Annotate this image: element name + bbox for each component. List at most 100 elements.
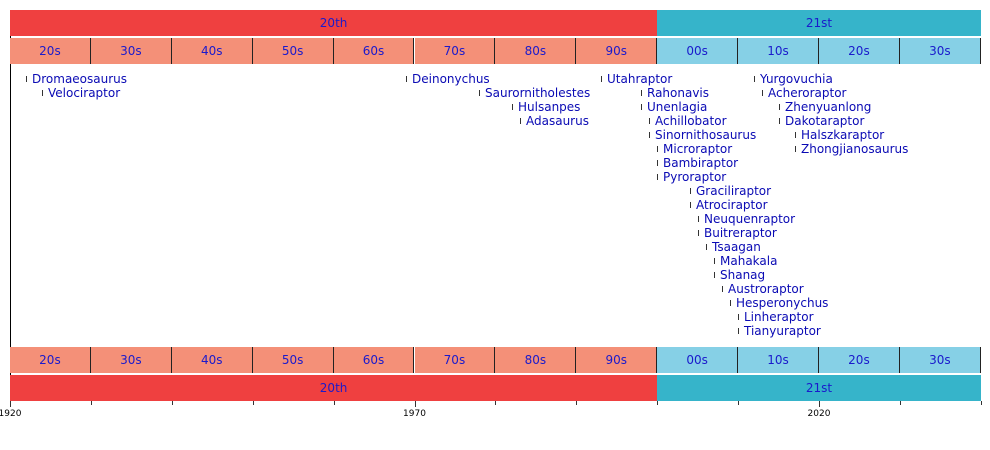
century-bar: 21st xyxy=(657,375,981,401)
axis-tick xyxy=(981,401,982,405)
entry-tick xyxy=(714,258,715,264)
entry-tick xyxy=(698,230,699,236)
entry-tick xyxy=(512,104,513,110)
entry-tick xyxy=(601,76,602,82)
entry-label: Dakotaraptor xyxy=(785,114,865,128)
entry-tick xyxy=(690,202,691,208)
entry-tick xyxy=(722,286,723,292)
decade-bar: 70s xyxy=(414,38,496,64)
decade-bar: 20s xyxy=(10,38,91,64)
entry-tick xyxy=(520,118,521,124)
axis-label: 1920 xyxy=(0,409,22,419)
decade-bar: 60s xyxy=(333,347,415,373)
decade-bar: 40s xyxy=(171,38,253,64)
entry-label: Graciliraptor xyxy=(696,184,772,198)
axis-tick xyxy=(415,401,416,407)
axis-label: 2020 xyxy=(807,409,831,419)
decade-bar: 00s xyxy=(657,38,739,64)
entry-label: Tsaagan xyxy=(712,240,761,254)
entry-label: Utahraptor xyxy=(607,72,673,86)
entry-label: Bambiraptor xyxy=(663,156,739,170)
entry-tick xyxy=(779,104,780,110)
entry-label: Zhongjianosaurus xyxy=(801,142,909,156)
axis-line xyxy=(10,10,11,402)
axis-tick xyxy=(576,401,577,405)
entry-label: Shanag xyxy=(720,268,766,282)
decade-bar: 30s xyxy=(899,38,981,64)
entry-tick xyxy=(738,314,739,320)
entry-tick xyxy=(698,216,699,222)
entry-label: Mahakala xyxy=(720,254,778,268)
entry-tick xyxy=(641,104,642,110)
axis-tick xyxy=(91,401,92,405)
entry-label: Zhenyuanlong xyxy=(785,100,872,114)
entry-tick xyxy=(657,174,658,180)
entry-tick xyxy=(406,76,407,82)
entry-label: Deinonychus xyxy=(412,72,490,86)
decade-bar: 90s xyxy=(576,38,658,64)
entry-tick xyxy=(641,90,642,96)
entry-label: Austroraptor xyxy=(728,282,804,296)
decade-bar: 10s xyxy=(738,38,819,64)
axis-tick xyxy=(334,401,335,405)
entry-label: Pyroraptor xyxy=(663,170,727,184)
decade-bar: 00s xyxy=(657,347,739,373)
axis-tick xyxy=(900,401,901,405)
decade-bar: 70s xyxy=(414,347,496,373)
entry-tick xyxy=(657,146,658,152)
entry-label: Achillobator xyxy=(655,114,727,128)
axis-tick xyxy=(819,401,820,407)
entry-label: Saurornitholestes xyxy=(485,86,591,100)
entry-label: Halszkaraptor xyxy=(801,128,885,142)
decade-bar: 90s xyxy=(576,347,658,373)
entry-label: Buitreraptor xyxy=(704,226,777,240)
entry-label: Hesperonychus xyxy=(736,296,829,310)
entry-tick xyxy=(706,244,707,250)
axis-tick xyxy=(172,401,173,405)
entry-tick xyxy=(795,132,796,138)
entry-tick xyxy=(690,188,691,194)
century-bar: 20th xyxy=(10,375,658,401)
entry-label: Yurgovuchia xyxy=(760,72,833,86)
decade-bar: 50s xyxy=(252,38,334,64)
entry-tick xyxy=(730,300,731,306)
decade-bar: 30s xyxy=(90,38,172,64)
decade-bar: 80s xyxy=(495,38,577,64)
entry-tick xyxy=(714,272,715,278)
entry-label: Velociraptor xyxy=(48,86,121,100)
century-bar: 21st xyxy=(657,10,981,36)
axis-tick xyxy=(495,401,496,405)
entry-tick xyxy=(762,90,763,96)
decade-bar: 50s xyxy=(252,347,334,373)
decade-bar: 30s xyxy=(899,347,981,373)
entry-label: Linheraptor xyxy=(744,310,814,324)
decade-bar: 20s xyxy=(819,38,900,64)
entry-tick xyxy=(795,146,796,152)
entry-tick xyxy=(42,90,43,96)
axis-label: 1970 xyxy=(403,409,426,419)
entry-tick xyxy=(649,132,650,138)
entry-label: Sinornithosaurus xyxy=(655,128,757,142)
axis-tick xyxy=(253,401,254,405)
entry-tick xyxy=(738,328,739,334)
entry-label: Microraptor xyxy=(663,142,733,156)
entry-tick xyxy=(649,118,650,124)
entry-label: Atrociraptor xyxy=(696,198,768,212)
entry-label: Neuquenraptor xyxy=(704,212,796,226)
entry-tick xyxy=(754,76,755,82)
entry-label: Unenlagia xyxy=(647,100,708,114)
decade-bar: 80s xyxy=(495,347,577,373)
entry-label: Adasaurus xyxy=(526,114,589,128)
decade-bar: 10s xyxy=(738,347,819,373)
axis-tick xyxy=(657,401,658,405)
decade-bar: 60s xyxy=(333,38,415,64)
entry-tick xyxy=(479,90,480,96)
entry-tick xyxy=(26,76,27,82)
decade-bar: 20s xyxy=(819,347,900,373)
decade-bar: 40s xyxy=(171,347,253,373)
entry-label: Hulsanpes xyxy=(518,100,581,114)
entry-tick xyxy=(779,118,780,124)
decade-bar: 20s xyxy=(10,347,91,373)
century-bar: 20th xyxy=(10,10,658,36)
axis-tick xyxy=(10,401,11,407)
